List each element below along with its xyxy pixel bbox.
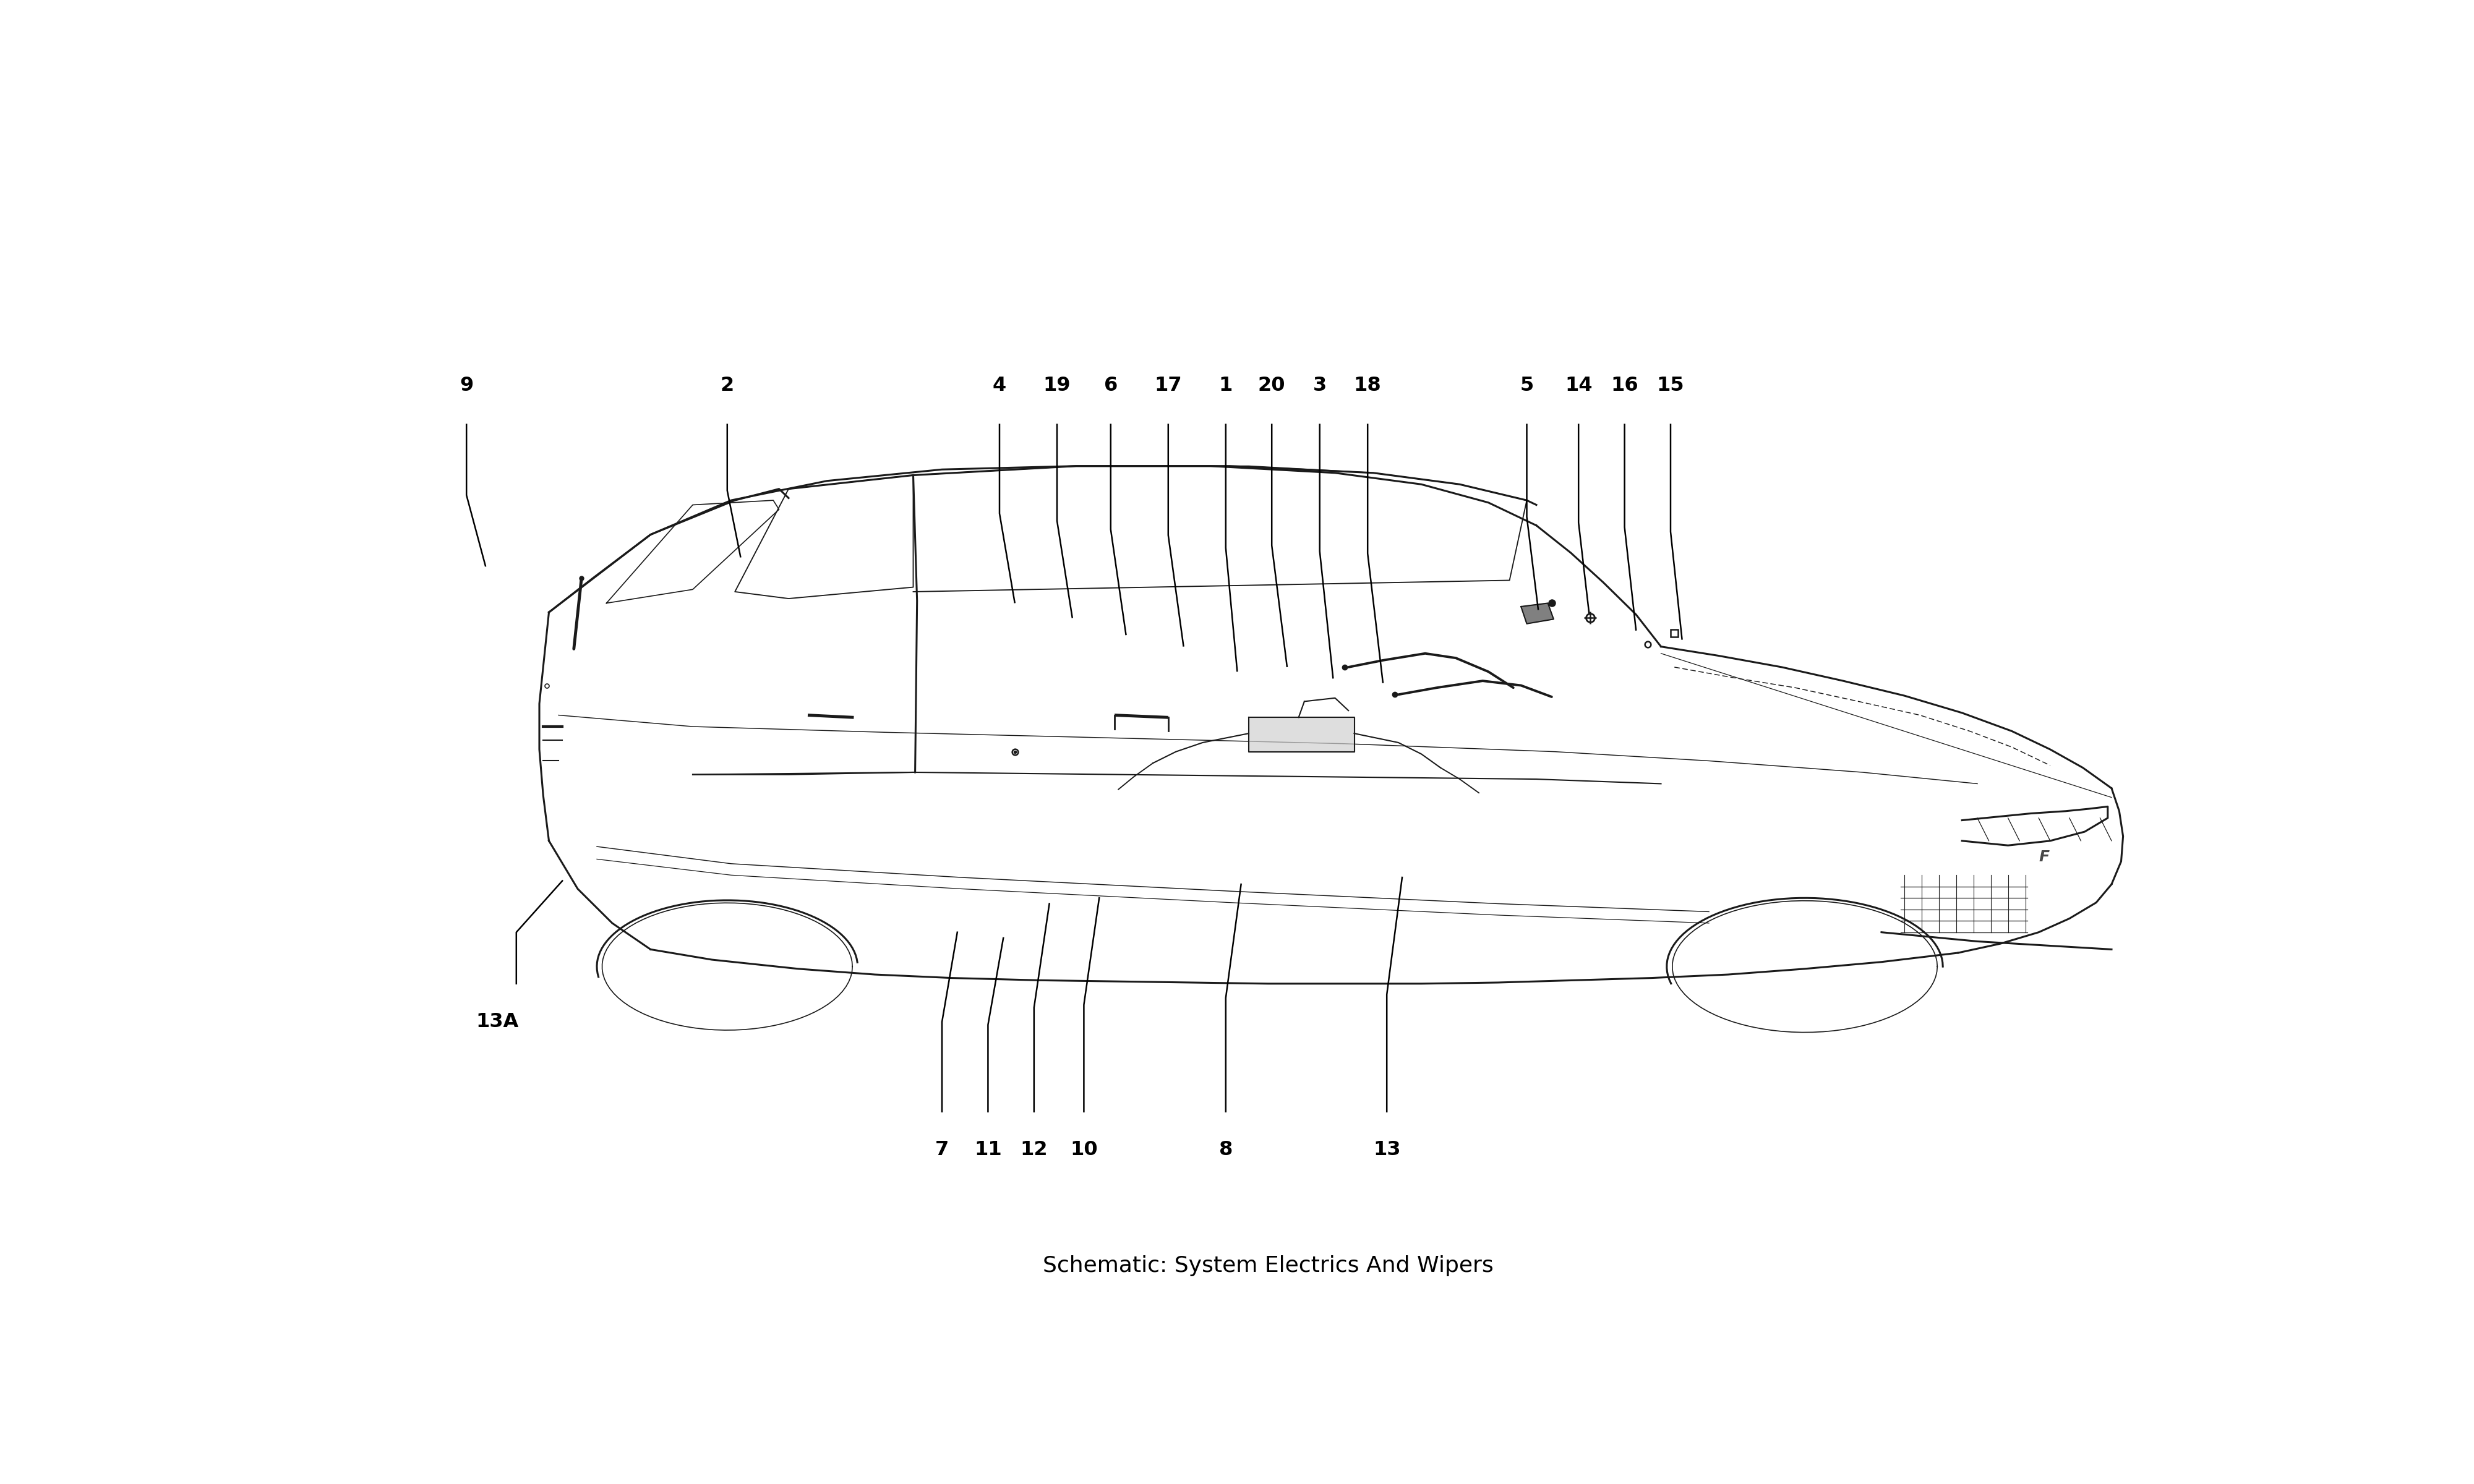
Text: 13A: 13A xyxy=(475,1012,520,1031)
Text: 13: 13 xyxy=(1373,1140,1400,1159)
Text: 18: 18 xyxy=(1353,375,1380,395)
Text: 14: 14 xyxy=(1564,375,1593,395)
Text: 8: 8 xyxy=(1220,1140,1232,1159)
Text: 17: 17 xyxy=(1155,375,1183,395)
Text: F: F xyxy=(2039,849,2051,864)
Text: 6: 6 xyxy=(1103,375,1118,395)
Text: 12: 12 xyxy=(1019,1140,1049,1159)
Text: 2: 2 xyxy=(720,375,735,395)
Text: 20: 20 xyxy=(1257,375,1286,395)
Text: 5: 5 xyxy=(1519,375,1534,395)
Text: 1: 1 xyxy=(1220,375,1232,395)
Text: 11: 11 xyxy=(975,1140,1002,1159)
Text: 7: 7 xyxy=(935,1140,950,1159)
Text: 9: 9 xyxy=(460,375,473,395)
Text: 15: 15 xyxy=(1658,375,1685,395)
Text: Schematic: System Electrics And Wipers: Schematic: System Electrics And Wipers xyxy=(1042,1255,1494,1276)
Text: 3: 3 xyxy=(1314,375,1326,395)
Text: 4: 4 xyxy=(992,375,1007,395)
Text: 16: 16 xyxy=(1611,375,1638,395)
Text: 19: 19 xyxy=(1044,375,1071,395)
Polygon shape xyxy=(1249,717,1353,752)
Polygon shape xyxy=(1522,603,1554,623)
Text: 10: 10 xyxy=(1071,1140,1098,1159)
